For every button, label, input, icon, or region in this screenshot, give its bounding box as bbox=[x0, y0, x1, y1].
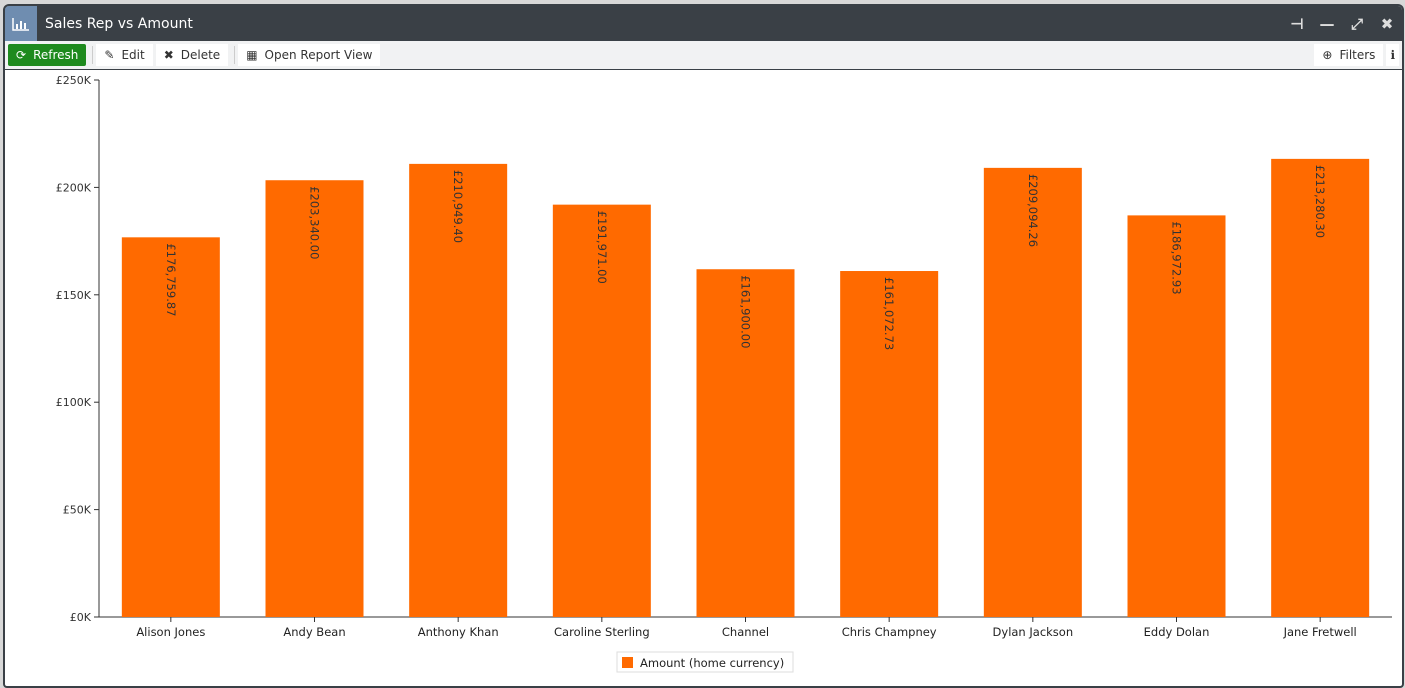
filters-label: Filters bbox=[1339, 48, 1376, 62]
y-tick-label: £100K bbox=[56, 396, 92, 409]
data-label: £209,094.26 bbox=[1026, 174, 1040, 247]
data-label: £161,900.00 bbox=[739, 275, 753, 348]
delete-label: Delete bbox=[180, 48, 221, 62]
y-tick-label: £0K bbox=[70, 611, 92, 624]
title-bar: Sales Rep vs Amount ⊣ — ⤢ ✖ bbox=[5, 6, 1402, 41]
refresh-icon: ⟳ bbox=[16, 48, 27, 62]
open-report-label: Open Report View bbox=[264, 48, 373, 62]
open-report-view-button[interactable]: ▦ Open Report View bbox=[238, 44, 381, 66]
info-button[interactable]: ℹ bbox=[1386, 44, 1399, 66]
y-tick-label: £50K bbox=[63, 504, 92, 517]
x-tick-label: Eddy Dolan bbox=[1144, 625, 1210, 639]
filters-button[interactable]: ⊕ Filters bbox=[1314, 44, 1384, 66]
info-icon: ℹ bbox=[1390, 48, 1395, 62]
bar bbox=[121, 237, 220, 617]
data-label: £203,340.00 bbox=[308, 186, 322, 259]
x-tick-label: Andy Bean bbox=[283, 625, 345, 639]
edit-label: Edit bbox=[121, 48, 145, 62]
divider bbox=[92, 46, 94, 64]
legend bbox=[616, 651, 794, 673]
x-tick-label: Jane Fretwell bbox=[1283, 625, 1357, 639]
minimize-icon[interactable]: — bbox=[1319, 14, 1335, 33]
pencil-icon: ✎ bbox=[104, 48, 115, 62]
data-label: £210,949.40 bbox=[451, 170, 465, 243]
legend-swatch bbox=[622, 657, 633, 668]
data-label: £161,072.73 bbox=[882, 277, 896, 350]
bar-chart: £0K £50K £100K £150K £200K £250K Alison Jones £… bbox=[56, 74, 1392, 673]
bar bbox=[840, 271, 939, 617]
divider bbox=[234, 46, 236, 64]
data-label: £186,972.93 bbox=[1170, 221, 1184, 294]
bar bbox=[983, 167, 1082, 617]
bar bbox=[1271, 158, 1370, 618]
bar bbox=[696, 269, 795, 617]
x-tick-label: Dylan Jackson bbox=[993, 625, 1074, 639]
y-tick-label: £200K bbox=[56, 181, 92, 194]
y-tick-label: £250K bbox=[56, 74, 92, 87]
x-tick-label: Anthony Khan bbox=[418, 625, 499, 639]
legend-label: Amount (home currency) bbox=[640, 656, 784, 670]
x-tick-label: Caroline Sterling bbox=[554, 625, 650, 639]
y-tick-label: £150K bbox=[56, 289, 92, 302]
pin-icon[interactable]: ⊣ bbox=[1290, 14, 1304, 33]
toolbar: ⟳ Refresh ✎ Edit ✖ Delete ▦ Open Report View… bbox=[5, 41, 1402, 70]
bar bbox=[1127, 215, 1226, 617]
delete-button[interactable]: ✖ Delete bbox=[155, 44, 229, 66]
x-tick-label: Channel bbox=[722, 625, 769, 639]
edit-button[interactable]: ✎ Edit bbox=[96, 44, 153, 66]
data-label: £213,280.30 bbox=[1313, 165, 1327, 238]
refresh-button[interactable]: ⟳ Refresh bbox=[8, 44, 87, 66]
bar bbox=[409, 163, 508, 618]
maximize-icon[interactable]: ⤢ bbox=[1350, 14, 1363, 33]
zoom-in-icon: ⊕ bbox=[1322, 48, 1333, 62]
window-title: Sales Rep vs Amount bbox=[45, 15, 193, 32]
delete-icon: ✖ bbox=[163, 48, 174, 62]
data-label: £176,759.87 bbox=[164, 243, 178, 316]
close-icon[interactable]: ✖ bbox=[1380, 14, 1394, 33]
bar-chart-icon bbox=[5, 6, 37, 41]
x-tick-label: Chris Champney bbox=[842, 625, 937, 639]
refresh-label: Refresh bbox=[33, 48, 79, 62]
data-label: £191,971.00 bbox=[595, 211, 609, 284]
table-icon: ▦ bbox=[246, 48, 258, 62]
bar bbox=[265, 180, 364, 617]
bar bbox=[552, 204, 651, 617]
chart-window: Sales Rep vs Amount ⊣ — ⤢ ✖ ⟳ Refresh ✎ Ed… bbox=[3, 4, 1404, 688]
x-tick-label: Alison Jones bbox=[136, 625, 205, 639]
